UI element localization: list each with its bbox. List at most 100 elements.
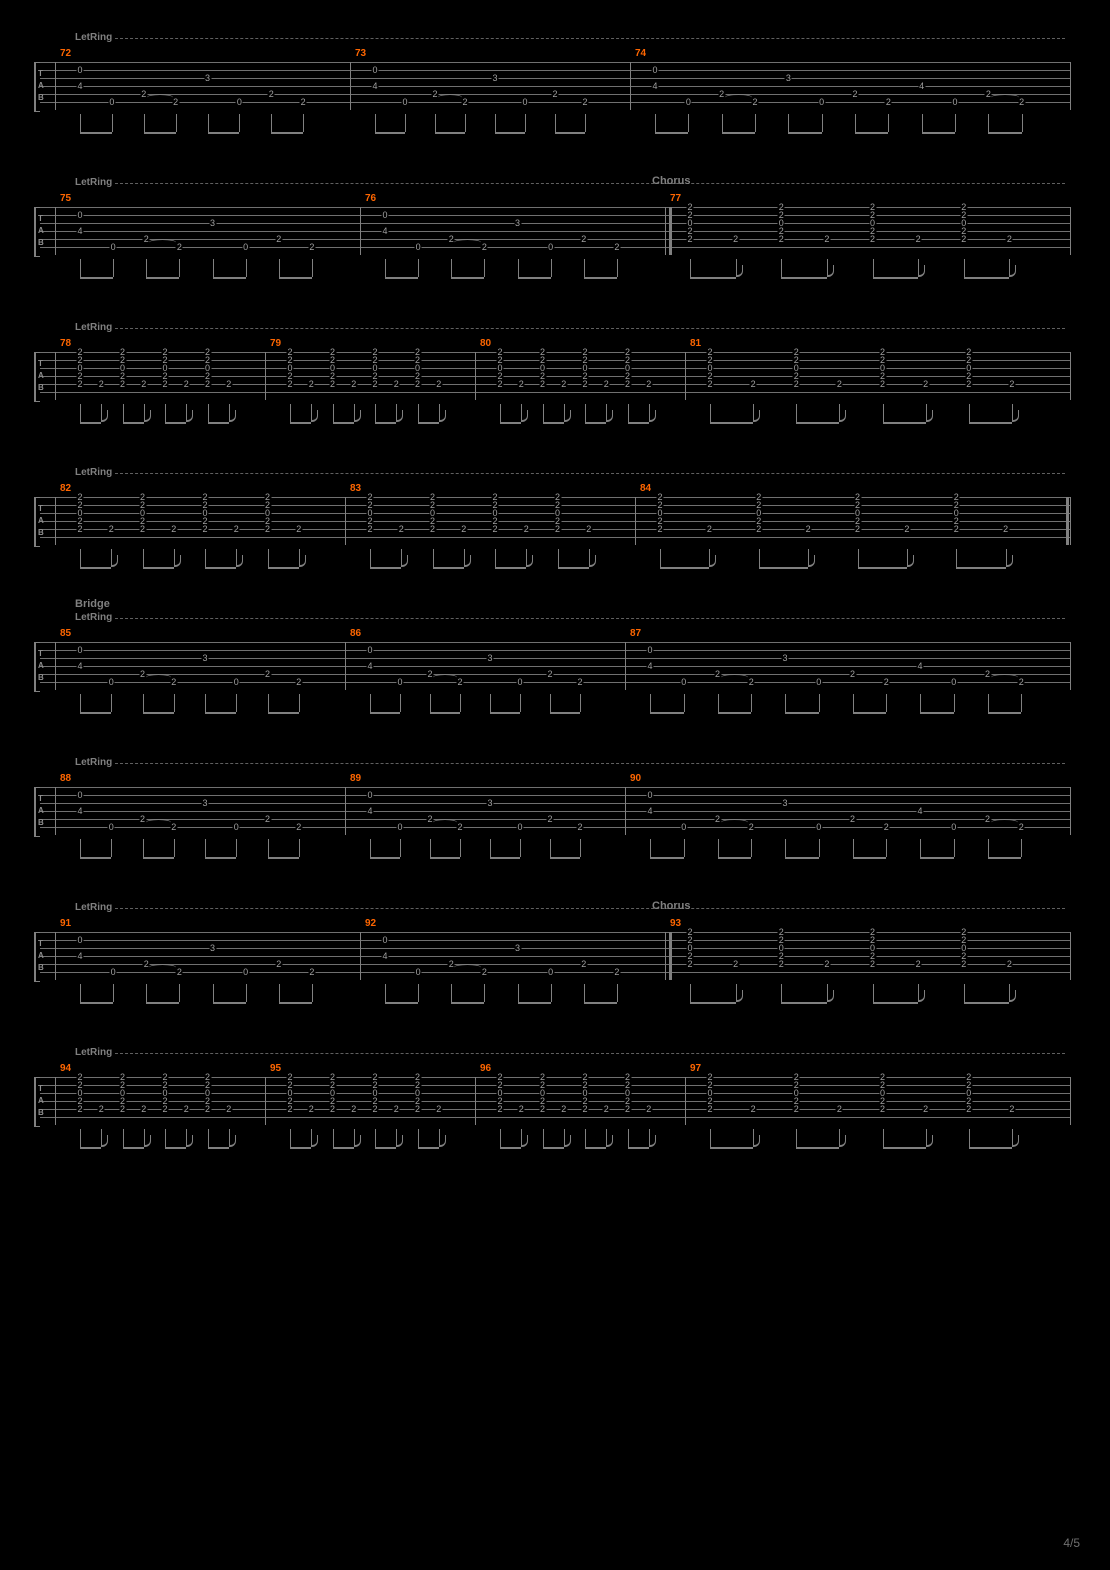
fret-number: 2 (183, 380, 190, 388)
fret-number: 2 (823, 235, 830, 243)
tab-system: LetRingChorusTAB040223022040223022220222… (40, 195, 1070, 255)
fret-number: 2 (98, 380, 105, 388)
beam-group (40, 1129, 1070, 1151)
fret-number: 2 (496, 1105, 503, 1113)
fret-number: 2 (371, 1105, 378, 1113)
fret-number: 4 (651, 82, 658, 90)
fret-number: 2 (965, 380, 972, 388)
fret-number: 2 (922, 1105, 929, 1113)
fret-number: 2 (603, 1105, 610, 1113)
beam-group (40, 259, 1070, 281)
fret-number: 3 (209, 219, 216, 227)
fret-number: 3 (514, 944, 521, 952)
fret-number: 2 (140, 380, 147, 388)
fret-number: 2 (414, 1105, 421, 1113)
measure-number: 78 (60, 338, 71, 349)
measure-number: 81 (690, 338, 701, 349)
fret-number: 2 (706, 1105, 713, 1113)
let-ring-label: LetRing (75, 32, 112, 43)
fret-number: 4 (76, 807, 83, 815)
fret-number: 0 (651, 66, 658, 74)
fret-number: 0 (110, 968, 117, 976)
fret-number: 2 (268, 90, 275, 98)
fret-number: 4 (76, 662, 83, 670)
section-label: Chorus (652, 900, 691, 912)
measure-number: 74 (635, 48, 646, 59)
fret-number: 0 (516, 823, 523, 831)
fret-number: 2 (308, 243, 315, 251)
fret-number: 0 (108, 98, 115, 106)
fret-number: 2 (915, 235, 922, 243)
fret-number: 2 (686, 235, 693, 243)
tab-staff: TAB0402230220402230220402230224022 (40, 62, 1070, 110)
fret-number: 4 (76, 952, 83, 960)
measure-number: 92 (365, 918, 376, 929)
fret-number: 0 (381, 936, 388, 944)
fret-number: 2 (491, 525, 498, 533)
fret-number: 0 (236, 98, 243, 106)
fret-number: 2 (539, 1105, 546, 1113)
fret-number: 2 (585, 525, 592, 533)
let-ring-label: LetRing (75, 902, 112, 913)
fret-number: 0 (371, 66, 378, 74)
measure-number: 86 (350, 628, 361, 639)
tab-staff: TAB0402230220402230220402230224022 (40, 787, 1070, 835)
fret-number: 2 (836, 380, 843, 388)
fret-number: 2 (879, 380, 886, 388)
fret-number: 2 (1008, 1105, 1015, 1113)
fret-number: 2 (414, 380, 421, 388)
fret-number: 2 (750, 1105, 757, 1113)
fret-number: 3 (785, 74, 792, 82)
fret-number: 2 (883, 823, 890, 831)
fret-number: 2 (546, 815, 553, 823)
fret-number: 0 (815, 823, 822, 831)
fret-number: 2 (204, 380, 211, 388)
fret-number: 2 (481, 243, 488, 251)
measure-number: 80 (480, 338, 491, 349)
tab-staff: TAB0402230220402230220402230224022 (40, 642, 1070, 690)
fret-number: 2 (170, 678, 177, 686)
fret-number: 0 (242, 243, 249, 251)
fret-number: 2 (176, 243, 183, 251)
fret-number: 2 (1008, 380, 1015, 388)
let-ring-label: LetRing (75, 757, 112, 768)
beam-group (40, 114, 1070, 136)
measure-number: 76 (365, 193, 376, 204)
fret-number: 2 (885, 98, 892, 106)
fret-number: 2 (176, 968, 183, 976)
fret-number: 2 (656, 525, 663, 533)
measure-number: 79 (270, 338, 281, 349)
fret-number: 2 (518, 380, 525, 388)
fret-number: 2 (350, 380, 357, 388)
fret-number: 2 (201, 525, 208, 533)
fret-number: 0 (366, 646, 373, 654)
measure-number: 88 (60, 773, 71, 784)
fret-number: 2 (793, 380, 800, 388)
fret-number: 2 (329, 380, 336, 388)
fret-number: 0 (818, 98, 825, 106)
fret-number: 2 (581, 98, 588, 106)
let-ring-label: LetRing (75, 612, 112, 623)
fret-number: 2 (560, 1105, 567, 1113)
fret-number: 2 (581, 1105, 588, 1113)
fret-number: 2 (849, 815, 856, 823)
measure-number: 83 (350, 483, 361, 494)
fret-number: 2 (805, 525, 812, 533)
fret-number: 4 (371, 82, 378, 90)
measure-number: 90 (630, 773, 641, 784)
fret-number: 2 (523, 525, 530, 533)
fret-number: 2 (879, 1105, 886, 1113)
fret-number: 3 (201, 654, 208, 662)
fret-number: 0 (815, 678, 822, 686)
fret-number: 0 (108, 823, 115, 831)
tab-system: LetRingTAB040223022040223022040223022402… (40, 50, 1070, 110)
fret-number: 0 (242, 968, 249, 976)
fret-number: 2 (233, 525, 240, 533)
fret-number: 2 (350, 1105, 357, 1113)
fret-number: 2 (295, 823, 302, 831)
let-ring-line (115, 908, 1065, 910)
fret-number: 2 (204, 1105, 211, 1113)
fret-number: 2 (706, 380, 713, 388)
fret-number: 4 (366, 662, 373, 670)
fret-number: 3 (486, 799, 493, 807)
